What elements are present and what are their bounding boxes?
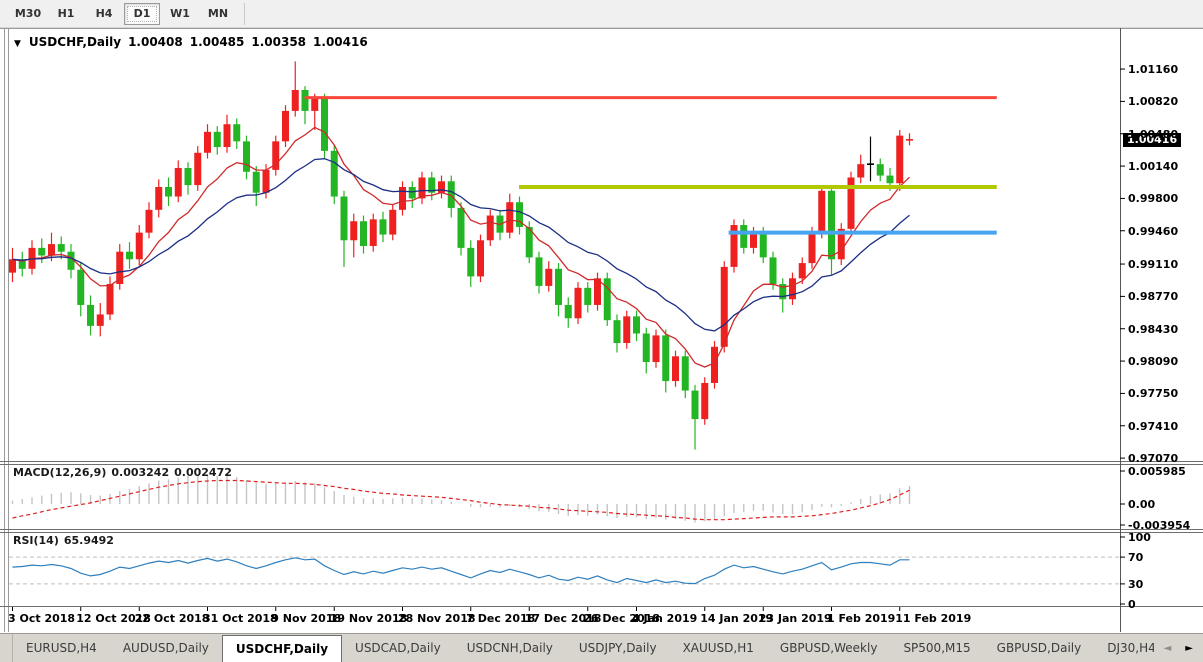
chart-tab-USDCHF-Daily[interactable]: USDCHF,Daily: [221, 635, 343, 662]
chart-tabs: EURUSD,H4 AUDUSD,Daily USDCHF,Daily USDCAD,…: [13, 634, 1154, 662]
chart-tab-DJ30-H4[interactable]: DJ30,H4: [1107, 641, 1154, 655]
timeframe-button-H4[interactable]: H4: [95, 7, 113, 20]
price-axis[interactable]: 1.00416 1.01160 1.00820 1.00480 1.00140 0.99…: [1121, 28, 1203, 632]
axis-tick-label: 70: [1128, 551, 1144, 565]
date-axis[interactable]: 3 Oct 2018 12 Oct 2018 22 Oct 2018 31 Oct 2…: [0, 606, 1120, 632]
symbol-dropdown-icon[interactable]: ▼: [14, 39, 21, 49]
axis-tick-label: 0.97750: [1128, 387, 1179, 401]
axis-tick-label: 1.00820: [1128, 95, 1179, 109]
quote-close: 1.00416: [313, 35, 368, 49]
rsi-value: 65.9492: [63, 534, 114, 547]
macd-label: MACD(12,26,9) 0.003242 0.002472: [13, 466, 237, 479]
chart-tab-USDCNH-Daily[interactable]: USDCNH,Daily: [466, 641, 553, 655]
macd-signal-value: 0.002472: [174, 466, 232, 479]
tab-scroll-left-icon[interactable]: ◄: [1163, 642, 1172, 654]
date-tick-label: 3 Oct 2018: [8, 612, 76, 625]
chart-title: ▼ USDCHF,Daily 1.00408 1.00485 1.00358 1.0041…: [14, 35, 368, 49]
date-tick-label: 26 Dec 2018: [583, 612, 660, 625]
date-tick-label: 1 Feb 2019: [827, 612, 896, 625]
chart-tabs-bar: EURUSD,H4 AUDUSD,Daily USDCHF,Daily USDCAD,…: [0, 633, 1203, 662]
axis-tick-label: 0.98090: [1128, 355, 1179, 369]
timeframe-button-MN[interactable]: MN: [207, 7, 229, 20]
timeframe-button-D1[interactable]: D1: [124, 2, 160, 25]
axis-tick-label: 1.01160: [1128, 63, 1179, 77]
date-tick-label: 22 Oct 2018: [134, 612, 210, 625]
axis-tick-label: 0.97410: [1128, 419, 1179, 433]
axis-tick-label: 0.005985: [1128, 465, 1186, 478]
date-tick-label: 17 Dec 2018: [524, 612, 602, 625]
chart-tab-GBPUSD-Weekly[interactable]: GBPUSD,Weekly: [779, 641, 878, 655]
axis-tick-label: 0.99110: [1128, 258, 1179, 272]
macd-name: MACD(12,26,9): [13, 466, 107, 479]
axis-tick-label: 0.98430: [1128, 322, 1179, 336]
axis-tick-label: 0.99460: [1128, 224, 1179, 238]
axis-tick-label: 1.00480: [1128, 127, 1179, 141]
axis-tick-label: 0.97070: [1128, 452, 1179, 466]
date-tick-label: 19 Nov 2018: [329, 612, 408, 625]
timeframe-button-W1[interactable]: W1: [170, 7, 190, 20]
chart-tab-USDJPY-Daily[interactable]: USDJPY,Daily: [578, 641, 657, 655]
axis-tick-label: 0.99800: [1128, 192, 1179, 206]
chart-symbol-label: USDCHF,Daily: [28, 35, 122, 49]
timeframe-button-M30[interactable]: M30: [14, 7, 42, 20]
date-tick-label: 31 Oct 2018: [203, 612, 278, 625]
chart-tab-EURUSD-H4[interactable]: EURUSD,H4: [26, 641, 97, 655]
axis-tick-label: -0.003954: [1128, 519, 1191, 532]
quote-low: 1.00358: [251, 35, 307, 49]
current-price-tag: 1.00416: [1123, 132, 1182, 147]
date-tick-label: 4 Jan 2019: [632, 612, 698, 625]
date-tick-label: 11 Feb 2019: [895, 612, 972, 625]
chart-tab-USDCAD-Daily[interactable]: USDCAD,Daily: [355, 641, 441, 655]
chart-tab-XAUUSD-H1[interactable]: XAUUSD,H1: [682, 641, 754, 655]
date-tick-label: 28 Nov 2018: [398, 612, 476, 625]
quote-high: 1.00485: [189, 35, 245, 49]
tab-scroll-right-icon[interactable]: ►: [1185, 642, 1193, 654]
date-tick-label: 9 Nov 2018: [271, 612, 342, 625]
chart-tab-SP500-M15[interactable]: SP500,M15: [903, 641, 971, 655]
date-tick-label: 7 Dec 2018: [466, 612, 536, 625]
rsi-label: RSI(14) 65.9492: [13, 534, 119, 547]
axis-tick-label: 1.00140: [1128, 160, 1179, 174]
axis-tick-label: 30: [1128, 577, 1144, 591]
chart-canvas[interactable]: [0, 28, 1203, 632]
macd-value: 0.003242: [111, 466, 170, 479]
chart-window: ▼ USDCHF,Daily 1.00408 1.00485 1.00358 1.0041…: [0, 28, 1203, 633]
axis-tick-label: 0.00: [1128, 498, 1156, 511]
chart-tab-GBPUSD-Daily[interactable]: GBPUSD,Daily: [996, 641, 1082, 655]
date-tick-label: 14 Jan 2019: [700, 612, 774, 625]
tabbar-stub: [0, 634, 13, 662]
toolbar-separator: [244, 2, 245, 25]
timeframe-button-H1[interactable]: H1: [57, 7, 75, 20]
rsi-name: RSI(14): [13, 534, 59, 547]
quote-open: 1.00408: [128, 35, 183, 49]
timeframe-toolbar: M30 H1 H4 D1 W1 MN: [0, 0, 1203, 28]
date-tick-label: 12 Oct 2018: [76, 612, 151, 625]
axis-tick-label: 100: [1128, 531, 1151, 544]
axis-tick-label: 0.98770: [1128, 290, 1179, 304]
date-tick-label: 23 Jan 2019: [758, 612, 832, 625]
tab-scroll-arrows: ◄ ►: [1154, 634, 1203, 662]
axis-tick-label: 0: [1128, 598, 1136, 611]
chart-tab-AUDUSD-Daily[interactable]: AUDUSD,Daily: [122, 641, 209, 655]
